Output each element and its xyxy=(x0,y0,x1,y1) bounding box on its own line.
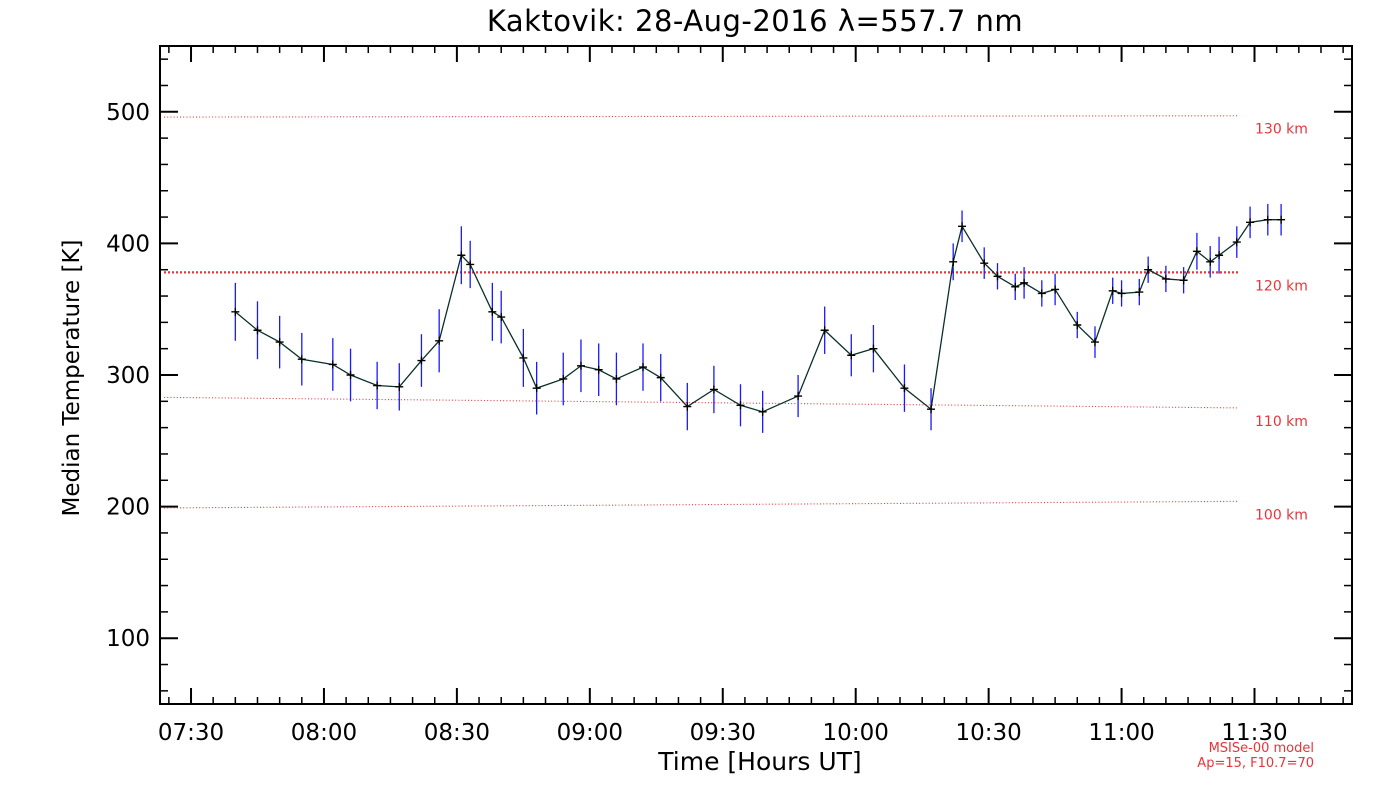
x-tick-label: 09:30 xyxy=(690,720,756,746)
reference-line-label: 130 km xyxy=(1255,122,1308,138)
reference-line-label: 100 km xyxy=(1255,507,1308,523)
data-point xyxy=(683,402,692,411)
series-line xyxy=(234,219,1282,413)
data-point xyxy=(1263,215,1272,224)
data-point xyxy=(532,384,541,393)
data-point xyxy=(1011,282,1020,291)
data-point xyxy=(373,381,382,390)
data-point xyxy=(900,384,909,393)
data-point xyxy=(519,353,528,362)
data-point xyxy=(576,361,585,370)
data-point xyxy=(328,360,337,369)
data-point xyxy=(758,407,767,416)
data-point xyxy=(1206,257,1215,266)
data-point xyxy=(253,326,262,335)
reference-line xyxy=(163,115,1239,118)
data-point xyxy=(1037,289,1046,298)
data-point xyxy=(1090,338,1099,347)
data-point xyxy=(794,392,803,401)
data-point xyxy=(417,356,426,365)
data-point xyxy=(847,351,856,360)
y-tick-label: 300 xyxy=(106,363,150,389)
data-point xyxy=(1215,251,1224,260)
data-point xyxy=(594,365,603,374)
reference-line xyxy=(163,396,1239,409)
data-point xyxy=(927,405,936,414)
chart-title: Kaktovik: 28-Aug-2016 λ=557.7 nm xyxy=(486,4,1024,38)
data-point xyxy=(1144,265,1153,274)
x-tick-label: 11:30 xyxy=(1221,720,1287,746)
data-point xyxy=(275,338,284,347)
data-point xyxy=(639,363,648,372)
data-point xyxy=(231,307,240,316)
model-annotation: MSISe-00 model xyxy=(1208,741,1314,756)
data-point xyxy=(1135,288,1144,297)
data-point xyxy=(1117,289,1126,298)
data-point xyxy=(395,382,404,391)
data-point xyxy=(949,257,958,266)
x-axis-label: Time [Hours UT] xyxy=(658,747,862,776)
data-point xyxy=(1161,274,1170,283)
model-parameters-annotation: Ap=15, F10.7=70 xyxy=(1197,756,1314,771)
data-point xyxy=(709,385,718,394)
x-tick-label: 08:00 xyxy=(291,720,357,746)
data-point xyxy=(980,259,989,268)
data-point xyxy=(1108,286,1117,295)
x-tick-label: 07:30 xyxy=(158,720,224,746)
data-point xyxy=(612,374,621,383)
data-point xyxy=(1179,276,1188,285)
x-tick-label: 10:00 xyxy=(823,720,889,746)
data-point xyxy=(1246,218,1255,227)
data-point xyxy=(1277,215,1286,224)
data-point xyxy=(958,222,967,231)
y-axis-label: Median Temperature [K] xyxy=(59,239,85,517)
data-point xyxy=(497,313,506,322)
data-point xyxy=(1051,285,1060,294)
data-point xyxy=(869,344,878,353)
data-point xyxy=(1020,278,1029,287)
x-tick-label: 09:00 xyxy=(557,720,623,746)
plot-frame xyxy=(159,45,1353,705)
y-tick-label: 500 xyxy=(106,100,150,126)
data-point xyxy=(820,326,829,335)
reference-line xyxy=(163,500,1239,509)
data-point xyxy=(656,373,665,382)
data-point xyxy=(993,272,1002,281)
data-point xyxy=(346,371,355,379)
data-point xyxy=(435,336,444,345)
x-tick-label: 10:30 xyxy=(955,720,1021,746)
data-point xyxy=(457,251,466,260)
data-point xyxy=(559,374,568,383)
data-point xyxy=(297,355,306,364)
data-point xyxy=(1232,238,1241,247)
data-point xyxy=(488,307,497,316)
x-tick-label: 08:30 xyxy=(424,720,490,746)
y-tick-label: 100 xyxy=(106,626,150,652)
reference-line-label: 120 km xyxy=(1255,278,1308,294)
y-tick-label: 200 xyxy=(106,495,150,521)
reference-line-label: 110 km xyxy=(1255,414,1308,430)
data-point xyxy=(466,260,475,269)
data-point xyxy=(736,401,745,410)
x-tick-label: 11:00 xyxy=(1088,720,1154,746)
data-point xyxy=(1192,247,1201,256)
data-point xyxy=(1073,320,1082,329)
y-tick-label: 400 xyxy=(106,231,150,257)
